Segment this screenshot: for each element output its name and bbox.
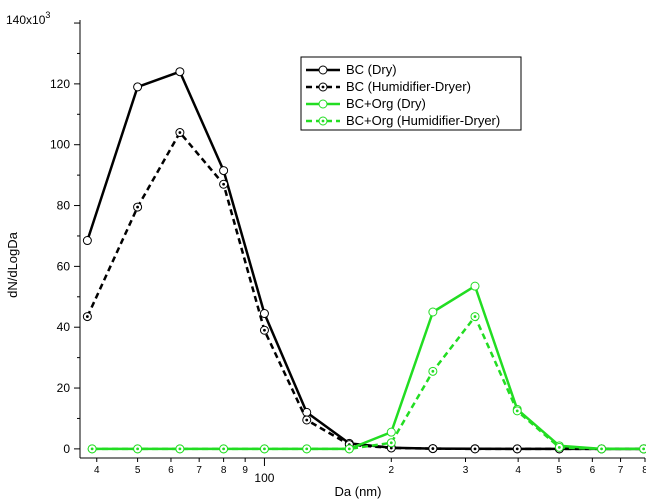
x-tick-label: 100 bbox=[254, 471, 274, 485]
legend-swatch-marker bbox=[318, 99, 328, 109]
y-tick-label: 0 bbox=[63, 442, 70, 456]
data-point-center bbox=[473, 447, 477, 451]
y-tick-label: 120 bbox=[50, 77, 70, 91]
legend-label: BC+Org (Humidifier-Dryer) bbox=[346, 113, 500, 128]
series-line-1 bbox=[86, 131, 644, 451]
data-point-center bbox=[263, 447, 266, 451]
data-point-center bbox=[263, 328, 266, 332]
data-point-center bbox=[557, 445, 561, 449]
data-point-center bbox=[178, 131, 182, 134]
data-point-center bbox=[305, 447, 309, 451]
data-point-center bbox=[90, 447, 94, 451]
x-axis-title: Da (nm) bbox=[335, 484, 382, 499]
y-tick-label: 100 bbox=[50, 138, 70, 152]
x-minor-tick-label: 5 bbox=[135, 465, 141, 476]
data-point-center bbox=[136, 447, 139, 451]
data-point-center bbox=[305, 418, 309, 422]
series-line-3 bbox=[92, 315, 644, 451]
series-line-2 bbox=[92, 284, 644, 451]
data-point bbox=[259, 309, 269, 319]
y-tick-label: 40 bbox=[57, 320, 71, 334]
legend-swatch-marker bbox=[318, 65, 328, 75]
data-point bbox=[82, 236, 92, 246]
legend: BC (Dry) BC (Humidifier-Dryer) BC+Org (Dry… bbox=[300, 56, 522, 131]
y-exponent-label: 140x103 bbox=[6, 10, 50, 27]
data-point-center bbox=[178, 447, 182, 451]
x-minor-tick-label: 6 bbox=[168, 465, 174, 476]
data-point-center bbox=[222, 447, 226, 451]
legend-label: BC+Org (Dry) bbox=[346, 96, 426, 111]
x-minor-tick-label: 5 bbox=[556, 465, 562, 476]
data-point-center bbox=[473, 315, 477, 318]
x-minor-tick-label: 6 bbox=[590, 465, 596, 476]
data-point-center bbox=[85, 315, 89, 318]
y-axis-title-group: dN/dLogDa bbox=[5, 231, 20, 298]
x-minor-tick-label: 9 bbox=[242, 465, 248, 476]
y-tick-label: 20 bbox=[57, 381, 71, 395]
data-point-center bbox=[222, 182, 226, 186]
legend-label: BC (Dry) bbox=[346, 62, 397, 77]
y-axis-title: dN/dLogDa bbox=[5, 231, 20, 298]
legend-swatch-marker-center bbox=[321, 119, 325, 123]
data-point bbox=[386, 427, 396, 437]
legend-swatch-marker-center bbox=[321, 85, 325, 89]
data-point-center bbox=[642, 447, 646, 451]
x-minor-tick-label: 4 bbox=[94, 465, 100, 476]
x-minor-tick-label: 8 bbox=[221, 465, 227, 476]
data-point-center bbox=[515, 447, 519, 451]
x-minor-tick-label: 4 bbox=[515, 465, 521, 476]
data-point bbox=[302, 407, 312, 417]
data-point bbox=[428, 307, 438, 317]
y-tick-label: 60 bbox=[57, 259, 71, 273]
data-point-center bbox=[389, 441, 393, 445]
data-point-center bbox=[600, 447, 603, 451]
x-minor-tick-label: 7 bbox=[196, 465, 202, 476]
data-point-center bbox=[347, 447, 351, 451]
y-tick-label: 80 bbox=[57, 199, 71, 213]
axes: 0 20 40 60 80 100 120 100 4 5 6 7 8 9 2 3 4 5 6 7 8 bbox=[50, 20, 646, 485]
x-minor-tick-label: 2 bbox=[389, 465, 395, 476]
data-point bbox=[219, 166, 229, 176]
x-minor-tick-label: 3 bbox=[463, 465, 469, 476]
legend-label: BC (Humidifier-Dryer) bbox=[346, 79, 471, 94]
x-minor-tick-label: 8 bbox=[642, 465, 646, 476]
plot-area bbox=[82, 67, 646, 454]
data-point-center bbox=[389, 446, 393, 450]
data-point-center bbox=[431, 369, 435, 373]
x-minor-tick-label: 7 bbox=[618, 465, 624, 476]
data-point-center bbox=[136, 205, 139, 209]
data-point-center bbox=[515, 409, 519, 413]
data-point-center bbox=[431, 447, 435, 450]
data-point bbox=[470, 281, 480, 291]
data-point bbox=[133, 82, 143, 92]
data-point bbox=[175, 67, 185, 77]
